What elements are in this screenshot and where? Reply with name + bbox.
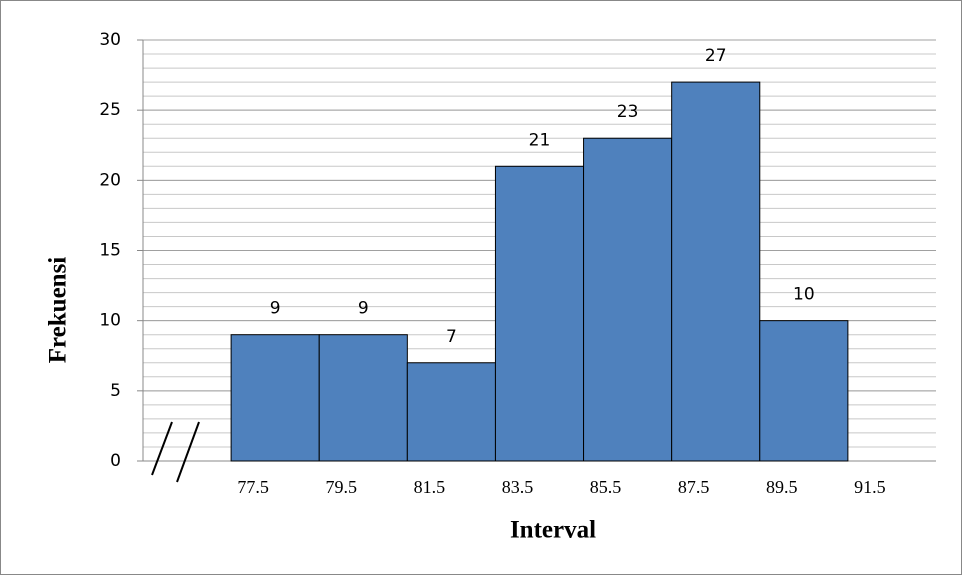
plot-area: 0 5 10 15 20 25 30 9 9 7 21 23 27 10 77.5 79.5 81.5 83.5 8… — [99, 30, 936, 497]
y-tick-label: 30 — [99, 30, 121, 50]
x-axis-label: Interval — [510, 517, 596, 544]
x-tick-label: 85.5 — [590, 477, 622, 497]
x-tick-label: 83.5 — [502, 477, 534, 497]
y-tick-label: 10 — [99, 311, 121, 331]
axis-break — [151, 421, 200, 483]
bar — [318, 334, 408, 462]
x-tick-label: 91.5 — [854, 477, 886, 497]
data-label: 9 — [270, 299, 281, 319]
bar — [671, 81, 761, 462]
y-tick-label: 0 — [110, 451, 121, 471]
data-label: 23 — [617, 102, 639, 122]
bar — [494, 165, 585, 462]
data-label: 10 — [793, 285, 815, 305]
y-tick-label: 15 — [99, 241, 121, 261]
x-tick-label: 81.5 — [414, 477, 446, 497]
y-tick-label: 5 — [110, 381, 121, 401]
x-tick-label: 89.5 — [766, 477, 798, 497]
bar — [759, 320, 849, 462]
y-tick-label: 25 — [99, 100, 121, 120]
bar — [583, 137, 673, 462]
data-label: 9 — [358, 299, 369, 319]
x-tick-label: 79.5 — [325, 477, 357, 497]
data-label: 7 — [446, 327, 457, 347]
x-tick-label: 87.5 — [678, 477, 710, 497]
bar — [230, 334, 320, 462]
data-label: 27 — [705, 46, 727, 66]
y-tick-label: 20 — [99, 170, 121, 190]
bar — [406, 362, 496, 462]
data-label: 21 — [529, 130, 551, 150]
x-tick-label: 77.5 — [237, 477, 269, 497]
y-axis-label: Frekuensi — [45, 257, 72, 364]
